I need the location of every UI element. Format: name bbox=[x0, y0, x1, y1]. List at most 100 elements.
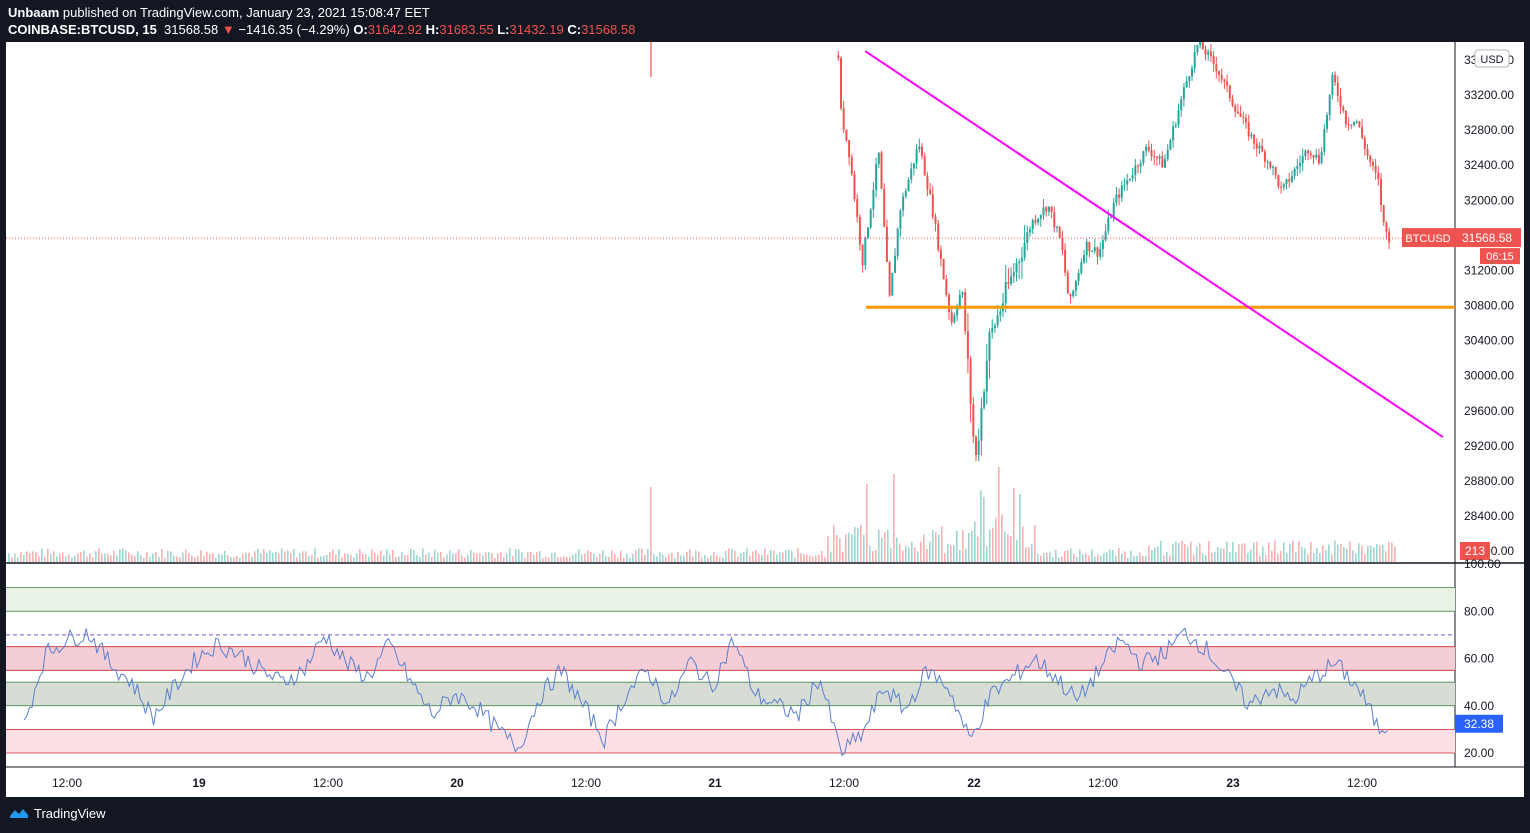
volume-bar bbox=[635, 550, 637, 562]
candle-body bbox=[1320, 151, 1323, 164]
candle-body bbox=[1020, 257, 1023, 262]
volume-bar bbox=[701, 557, 703, 562]
volume-bar bbox=[1241, 543, 1243, 562]
low-label: L: bbox=[497, 22, 510, 37]
volume-bar bbox=[719, 557, 721, 562]
candle-body bbox=[1234, 105, 1237, 112]
candle-body bbox=[896, 228, 899, 256]
chart-frame[interactable]: 33200.00 32800.00 32400.00 32000.00 31200.00… bbox=[6, 42, 1524, 797]
volume-bar bbox=[1079, 549, 1081, 562]
countdown-tag-text: 06:15 bbox=[1486, 251, 1514, 263]
volume-bar bbox=[509, 548, 511, 562]
candle-body bbox=[1037, 218, 1040, 223]
volume-bar bbox=[503, 557, 505, 562]
chart-canvas[interactable]: 33200.00 32800.00 32400.00 32000.00 31200.00… bbox=[6, 42, 1524, 797]
candle-body bbox=[1266, 161, 1269, 163]
volume-bar bbox=[1136, 555, 1138, 562]
volume-bar bbox=[110, 555, 112, 562]
candle-body bbox=[1199, 42, 1202, 46]
candle-body bbox=[983, 391, 986, 408]
volume-bar bbox=[242, 553, 244, 562]
candle-body bbox=[945, 279, 948, 295]
volume-bar bbox=[434, 549, 436, 562]
candle-body bbox=[867, 227, 870, 238]
candle-body bbox=[1250, 134, 1253, 137]
volume-bar bbox=[1379, 545, 1381, 562]
volume-bar bbox=[506, 553, 508, 562]
volume-bar bbox=[1064, 551, 1066, 562]
price-tick-label: 31200.00 bbox=[1464, 263, 1514, 277]
volume-bar bbox=[155, 552, 157, 562]
volume-bar bbox=[143, 557, 145, 562]
candle-body bbox=[845, 129, 848, 141]
volume-bar bbox=[1019, 493, 1021, 562]
volume-bar bbox=[179, 557, 181, 562]
candle-body bbox=[899, 210, 902, 229]
candle-body bbox=[848, 140, 851, 158]
volume-bar bbox=[68, 554, 70, 562]
candle-body bbox=[934, 216, 937, 224]
volume-bar bbox=[491, 553, 493, 562]
author-name[interactable]: Unbaam bbox=[8, 5, 60, 20]
volume-bar bbox=[1370, 545, 1372, 562]
candle-body bbox=[1369, 155, 1372, 163]
candle-body bbox=[1285, 179, 1288, 184]
last-price-tag-text: 31568.58 bbox=[1462, 231, 1512, 245]
tradingview-logo-icon[interactable] bbox=[8, 806, 30, 820]
volume-bar bbox=[389, 554, 391, 562]
symbol-label[interactable]: COINBASE:BTCUSD, 15 bbox=[8, 22, 157, 37]
volume-bar bbox=[1004, 531, 1006, 562]
candle-body bbox=[1004, 282, 1007, 304]
volume-bar bbox=[1190, 541, 1192, 562]
tradingview-brand[interactable]: TradingView bbox=[34, 806, 106, 821]
candle-body bbox=[1083, 255, 1086, 263]
candle-body bbox=[1323, 129, 1326, 152]
candle-body bbox=[964, 292, 967, 332]
volume-bar bbox=[647, 548, 649, 562]
candle-body bbox=[1280, 186, 1283, 188]
volume-bar bbox=[572, 554, 574, 562]
candle-body bbox=[1336, 82, 1339, 97]
volume-bar bbox=[962, 530, 964, 562]
time-tick-label: 12:00 bbox=[1347, 776, 1377, 790]
candle-body bbox=[1080, 262, 1083, 273]
volume-bar bbox=[881, 537, 883, 562]
candle-body bbox=[1164, 159, 1167, 168]
volume-bar bbox=[857, 527, 859, 562]
candle-body bbox=[1069, 293, 1072, 297]
volume-bar bbox=[686, 551, 688, 562]
volume-bar bbox=[761, 554, 763, 562]
price-tick-label: 28400.00 bbox=[1464, 509, 1514, 523]
volume-bar bbox=[752, 551, 754, 562]
volume-bar bbox=[1250, 549, 1252, 562]
candle-body bbox=[1296, 166, 1299, 169]
candle-body bbox=[1050, 206, 1053, 213]
volume-bar bbox=[461, 555, 463, 562]
volume-bar bbox=[602, 550, 604, 562]
volume-bar bbox=[623, 557, 625, 562]
volume-bar bbox=[191, 555, 193, 562]
candle-body bbox=[942, 259, 945, 280]
volume-bar bbox=[554, 552, 556, 562]
candle-body bbox=[1077, 272, 1080, 281]
candle-body bbox=[1120, 185, 1123, 198]
high-label: H: bbox=[425, 22, 440, 37]
volume-bar bbox=[893, 474, 895, 562]
volume-bar bbox=[626, 553, 628, 562]
candle-body bbox=[977, 440, 980, 455]
volume-bar bbox=[401, 552, 403, 562]
volume-bar bbox=[1151, 550, 1153, 562]
volume-bar bbox=[206, 551, 208, 562]
volume-bar bbox=[524, 557, 526, 562]
candle-body bbox=[1007, 282, 1010, 284]
volume-bar bbox=[1211, 552, 1213, 562]
volume-bar bbox=[611, 550, 613, 562]
volume-bar bbox=[911, 541, 913, 562]
volume-bar bbox=[1169, 555, 1171, 562]
volume-bar bbox=[863, 534, 865, 562]
candle-body bbox=[1134, 165, 1137, 176]
candle-body bbox=[1231, 98, 1234, 106]
volume-bar bbox=[29, 553, 31, 562]
volume-bar bbox=[1325, 550, 1327, 562]
volume-bar bbox=[683, 555, 685, 562]
